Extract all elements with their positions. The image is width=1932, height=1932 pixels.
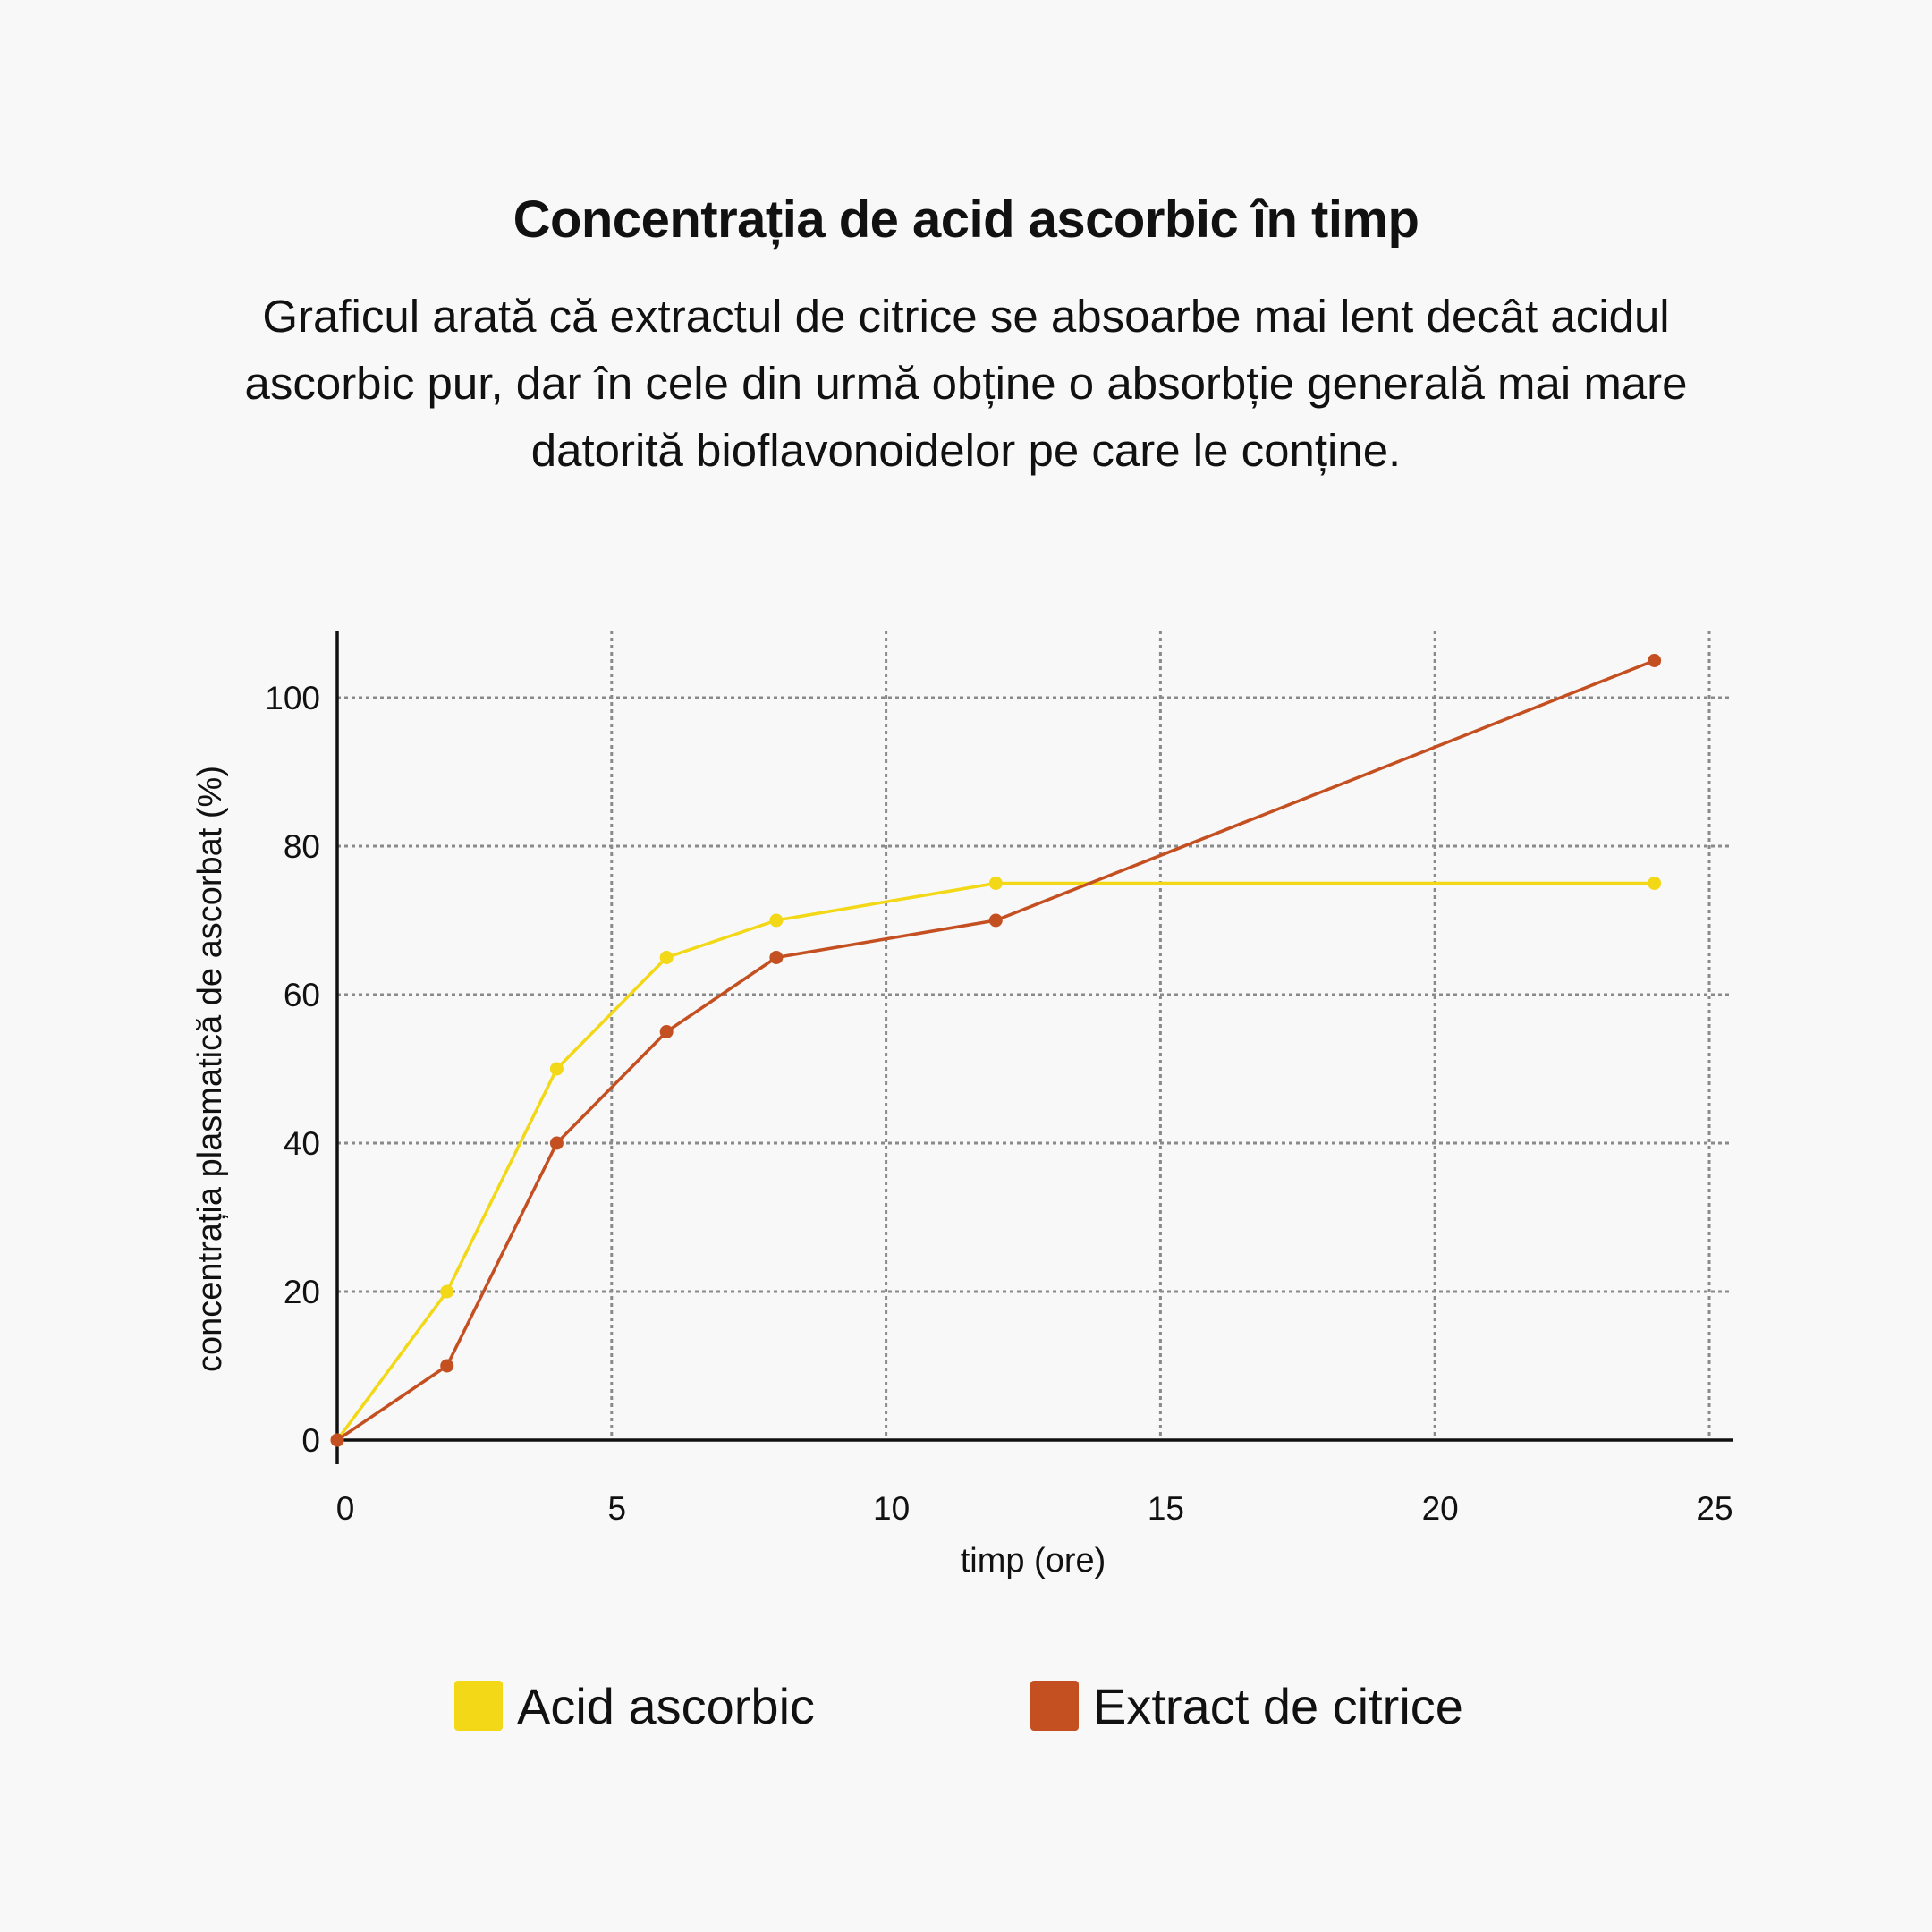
- y-tick-label: 0: [301, 1422, 320, 1459]
- x-tick-label: 15: [1148, 1490, 1184, 1527]
- y-tick-label: 80: [284, 828, 320, 865]
- data-point-extract-de-citrice: [769, 951, 784, 964]
- data-point-extract-de-citrice: [549, 1136, 564, 1150]
- data-point-acid-ascorbic: [1648, 877, 1662, 890]
- x-axis-label: timp (ore): [961, 1542, 1106, 1580]
- data-point-acid-ascorbic: [769, 913, 784, 928]
- chart-subtitle: Graficul arată că extractul de citrice s…: [244, 291, 1688, 476]
- x-tick-label: 10: [873, 1490, 910, 1527]
- tick-labels: 0 20 40 60 80 100 0 5 10 15 20 25: [265, 680, 1733, 1527]
- data-point-acid-ascorbic: [549, 1062, 564, 1076]
- legend-item-extract-de-citrice[interactable]: Extract de citrice: [1030, 1674, 1463, 1737]
- legend: Acid ascorbic Extract de citrice: [0, 1674, 1932, 1737]
- chart-title: Concentrația de acid ascorbic în timp: [513, 191, 1419, 249]
- data-point-acid-ascorbic: [440, 1284, 454, 1299]
- legend-item-acid-ascorbic[interactable]: Acid ascorbic: [454, 1674, 815, 1737]
- line-chart: 0 20 40 60 80 100 0 5 10 15 20 25 timp (ore) concen…: [191, 631, 1733, 1580]
- data-point-extract-de-citrice: [988, 913, 1003, 928]
- data-point-acid-ascorbic: [988, 877, 1003, 890]
- data-point-acid-ascorbic: [659, 951, 674, 964]
- x-tick-label: 0: [336, 1490, 355, 1527]
- x-tick-label: 25: [1696, 1490, 1733, 1527]
- axes: [335, 631, 1733, 1464]
- legend-swatch-extract-de-citrice: [1030, 1681, 1079, 1731]
- x-tick-label: 20: [1422, 1490, 1459, 1527]
- y-tick-label: 60: [284, 977, 320, 1013]
- y-axis-label: concentrația plasmatică de ascorbat (%): [191, 766, 229, 1372]
- data-point-extract-de-citrice: [440, 1359, 454, 1373]
- series-line-acid-ascorbic: [335, 881, 1657, 1442]
- series-line-extract-de-citrice: [335, 658, 1657, 1442]
- x-tick-label: 5: [608, 1490, 627, 1527]
- data-point-extract-de-citrice: [659, 1025, 674, 1038]
- data-point-extract-de-citrice: [1648, 654, 1662, 667]
- data-series: [330, 654, 1662, 1447]
- legend-swatch-acid-ascorbic: [454, 1681, 503, 1731]
- y-tick-label: 40: [284, 1125, 320, 1162]
- legend-label: Extract de citrice: [1093, 1677, 1463, 1734]
- legend-label: Acid ascorbic: [517, 1677, 816, 1734]
- y-tick-label: 100: [265, 680, 320, 716]
- y-tick-label: 20: [284, 1274, 320, 1310]
- grid-lines: [337, 631, 1733, 1440]
- data-point-extract-de-citrice: [330, 1433, 344, 1447]
